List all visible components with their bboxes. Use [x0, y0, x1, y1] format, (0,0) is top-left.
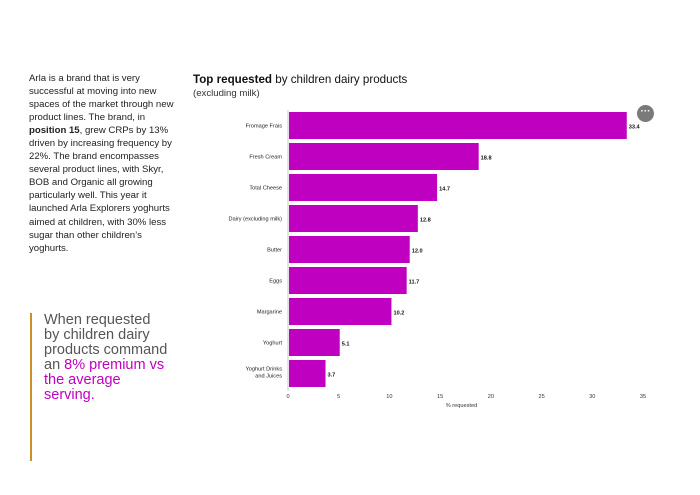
- x-tick-6: 30: [589, 394, 595, 400]
- value-label-2: 14.7: [439, 187, 450, 193]
- value-label-6: 10.2: [393, 311, 404, 317]
- chart-subtitle: (excluding milk): [193, 88, 260, 99]
- bar-8: [289, 360, 326, 387]
- category-label-3: Dairy (excluding milk): [229, 217, 283, 223]
- intro-position-highlight: position 15: [29, 125, 80, 137]
- bar-3: [289, 205, 418, 232]
- bar-7: [289, 329, 340, 356]
- value-label-7: 5.1: [342, 342, 350, 348]
- category-label-8: Yoghurt Drinks and Juices: [246, 367, 283, 380]
- x-axis-label: % requested: [446, 403, 477, 409]
- x-tick-4: 20: [488, 394, 494, 400]
- quote-text: When requested by children dairy product…: [44, 312, 168, 373]
- x-tick-2: 10: [386, 394, 392, 400]
- quote-divider: [30, 313, 32, 461]
- bar-0: [289, 112, 627, 139]
- intro-paragraph: Arla is a brand that is very successful …: [29, 72, 179, 255]
- category-label-4: Butter: [267, 248, 282, 254]
- x-tick-7: 35: [640, 394, 646, 400]
- category-label-7: Yoghurt: [263, 341, 283, 347]
- bar-2: [289, 174, 438, 201]
- x-tick-3: 15: [437, 394, 443, 400]
- value-label-3: 12.8: [420, 218, 431, 224]
- bar-1: [289, 143, 479, 170]
- category-label-5: Eggs: [269, 279, 282, 285]
- x-tick-1: 5: [337, 394, 340, 400]
- x-tick-0: 0: [286, 394, 289, 400]
- chart-title-bold: Top requested: [193, 73, 273, 86]
- category-label-6: Margarine: [257, 310, 282, 316]
- category-label-1: Fresh Cream: [249, 155, 282, 161]
- category-label-0: Fromage Frais: [246, 124, 283, 130]
- value-label-0: 33.4: [629, 125, 641, 131]
- value-label-4: 12.0: [412, 249, 423, 255]
- bar-5: [289, 267, 407, 294]
- intro-text-start: Arla is a brand that is very successful …: [29, 73, 174, 124]
- quote-highlight: 8% premium vs the average serving.: [44, 357, 165, 403]
- chart-title: Top requested by children dairy products: [193, 73, 407, 86]
- pull-quote: When requested by children dairy product…: [44, 313, 169, 403]
- value-label-1: 18.8: [481, 156, 492, 162]
- value-label-8: 3.7: [328, 373, 336, 379]
- value-label-5: 11.7: [409, 280, 420, 286]
- intro-text-end: , grew CRPs by 13% driven by increasing …: [29, 125, 172, 254]
- category-label-2: Total Cheese: [249, 186, 282, 192]
- bar-6: [289, 298, 392, 325]
- x-tick-5: 25: [538, 394, 544, 400]
- chart-title-rest: by children dairy products: [272, 73, 408, 86]
- bar-4: [289, 236, 410, 263]
- more-options-icon[interactable]: ···: [637, 105, 654, 122]
